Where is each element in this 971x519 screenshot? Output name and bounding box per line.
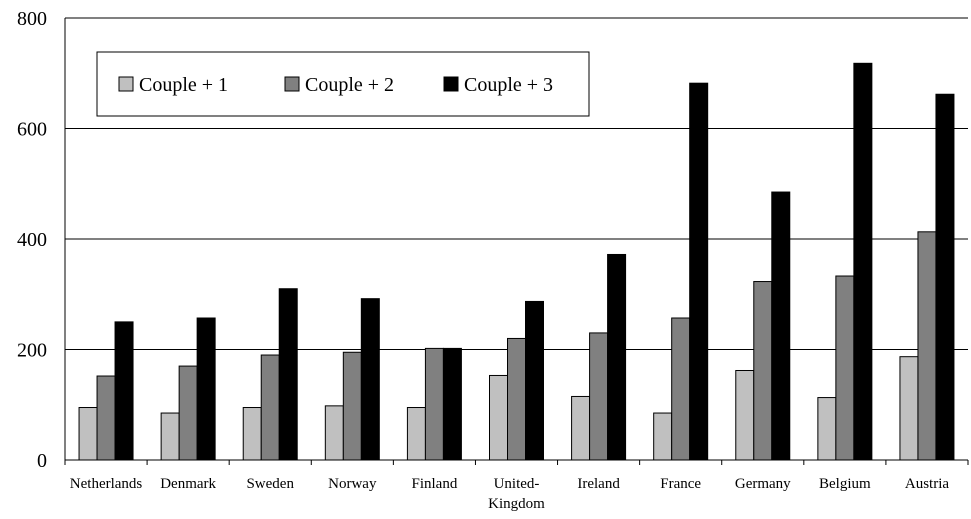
bar: [853, 62, 873, 461]
y-tick-label: 0: [37, 450, 47, 472]
bar: [835, 275, 855, 461]
bar: [525, 300, 544, 461]
category-label: Denmark: [160, 476, 216, 492]
bar: [278, 288, 298, 461]
bar: [653, 412, 673, 461]
category-label: Norway: [328, 476, 377, 492]
bar: [753, 281, 773, 461]
bar: [689, 82, 709, 461]
y-tick-label: 600: [17, 119, 47, 141]
legend-label: Couple + 3: [464, 74, 553, 96]
bar: [96, 375, 116, 461]
legend: Couple + 1 Couple + 2 Couple + 3: [96, 51, 590, 117]
bar: [917, 231, 937, 461]
legend-box: [96, 51, 590, 117]
bar: [735, 369, 755, 461]
category-label: Finland: [411, 476, 457, 492]
bar: [771, 191, 791, 461]
bar: [607, 253, 627, 461]
bar: [114, 321, 134, 461]
legend-swatch: [443, 76, 459, 92]
bar: [442, 347, 462, 461]
bar: [899, 356, 919, 461]
bar: [260, 354, 280, 461]
bar: [78, 407, 98, 461]
bar: [671, 317, 691, 461]
bar: [242, 407, 262, 461]
bar: [406, 407, 426, 461]
bar: [571, 395, 591, 461]
bar: [424, 347, 444, 461]
bar: [589, 332, 609, 461]
category-label: Ireland: [577, 476, 620, 492]
category-label: Belgium: [819, 476, 871, 492]
category-label: Germany: [735, 476, 791, 492]
category-label: United-Kingdom: [488, 476, 545, 512]
category-label: Netherlands: [70, 476, 143, 492]
bar: [160, 412, 180, 461]
legend-label: Couple + 1: [139, 74, 228, 96]
bar: [817, 397, 837, 461]
y-tick-label: 800: [17, 8, 47, 30]
y-tick-label: 400: [17, 229, 47, 251]
category-label: Austria: [905, 476, 950, 492]
category-label: Sweden: [246, 476, 294, 492]
bar: [342, 351, 362, 461]
bar: [489, 374, 508, 461]
bars: [78, 62, 955, 461]
legend-swatch: [118, 76, 134, 92]
bar: [507, 337, 526, 461]
bar: [178, 365, 198, 461]
axes: [64, 18, 969, 465]
bar: [196, 317, 216, 461]
legend-label: Couple + 2: [305, 74, 394, 96]
category-labels: Netherlands Denmark Sweden Norway Finland Uni…: [70, 476, 950, 512]
bar: [324, 405, 344, 461]
y-tick-label: 200: [17, 340, 47, 362]
bar: [935, 93, 955, 461]
category-label: France: [660, 476, 701, 492]
legend-swatch: [284, 76, 300, 92]
bar: [360, 298, 380, 461]
y-tick-labels: 0 200 400 600 800: [17, 8, 47, 472]
